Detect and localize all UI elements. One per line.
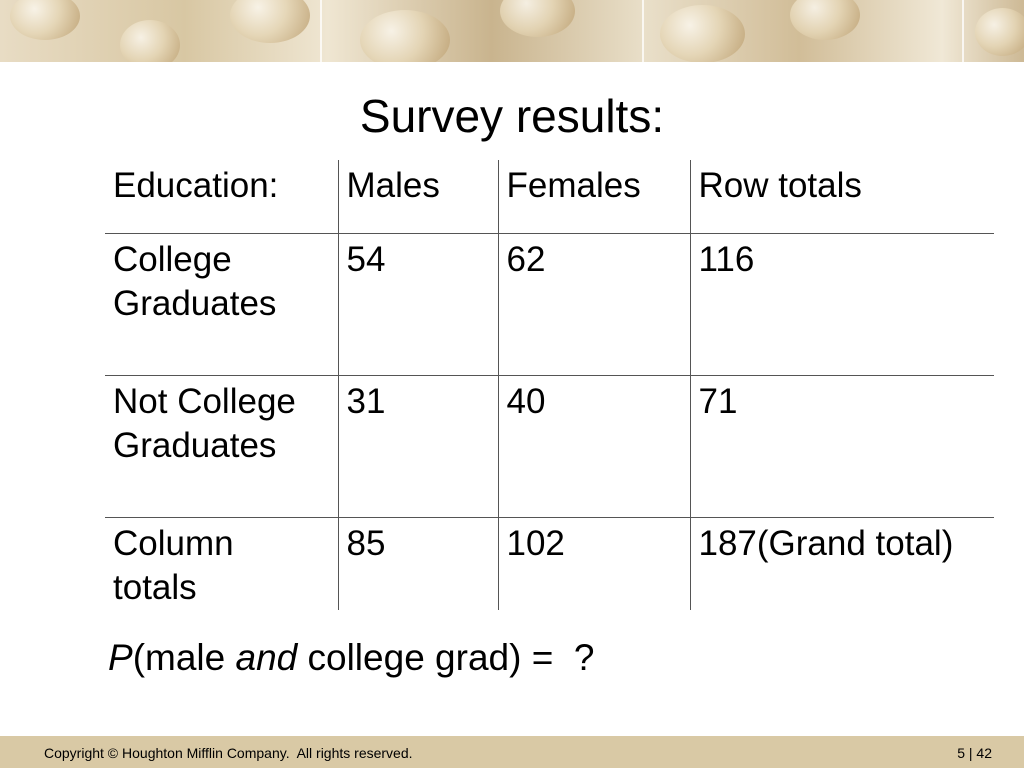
probability-question: P(male and college grad) = ? [108, 633, 594, 683]
banner-divider [642, 0, 644, 62]
shell-image [500, 0, 575, 37]
shell-image [975, 8, 1024, 56]
survey-table: Education: Males Females Row totals Coll… [105, 160, 994, 610]
cell-males: 85 [337, 517, 498, 610]
cell-females: 62 [497, 233, 690, 376]
banner-divider [962, 0, 964, 62]
row-label: Column totals [105, 517, 338, 610]
shell-image [360, 10, 450, 62]
table-row: Column totals 85 102 187(Grand total) [105, 517, 994, 610]
row-label: College Graduates [105, 233, 338, 376]
cell-total: 71 [689, 375, 994, 518]
table-row: Not College Graduates 31 40 71 [105, 375, 994, 518]
question-part: (male [132, 637, 236, 678]
table-row: College Graduates 54 62 116 [105, 233, 994, 376]
header-males: Males [337, 160, 498, 234]
cell-females: 40 [497, 375, 690, 518]
cell-males: 54 [337, 233, 498, 376]
page-number: 5 | 42 [957, 745, 992, 761]
and-word: and [235, 637, 298, 678]
decorative-shell-banner [0, 0, 1024, 62]
copyright-text: Copyright © Houghton Mifflin Company. Al… [44, 745, 413, 761]
shell-image [230, 0, 310, 43]
probability-symbol: P [108, 637, 133, 678]
table-header-row: Education: Males Females Row totals [105, 160, 994, 234]
shell-image [790, 0, 860, 40]
header-education: Education: [113, 166, 279, 205]
cell-total: 187(Grand total) [689, 517, 994, 610]
question-part: college grad) = ? [297, 637, 595, 678]
shell-image [10, 0, 80, 40]
shell-image [120, 20, 180, 62]
slide-title: Survey results: [359, 90, 665, 142]
row-label: Not College Graduates [105, 375, 338, 518]
cell-females: 102 [497, 517, 690, 610]
shell-image [660, 5, 745, 62]
banner-divider [320, 0, 322, 62]
cell-males: 31 [337, 375, 498, 518]
cell-total: 116 [689, 233, 994, 376]
header-females: Females [497, 160, 690, 234]
footer-bar: Copyright © Houghton Mifflin Company. Al… [0, 736, 1024, 768]
header-row-totals: Row totals [689, 160, 994, 234]
